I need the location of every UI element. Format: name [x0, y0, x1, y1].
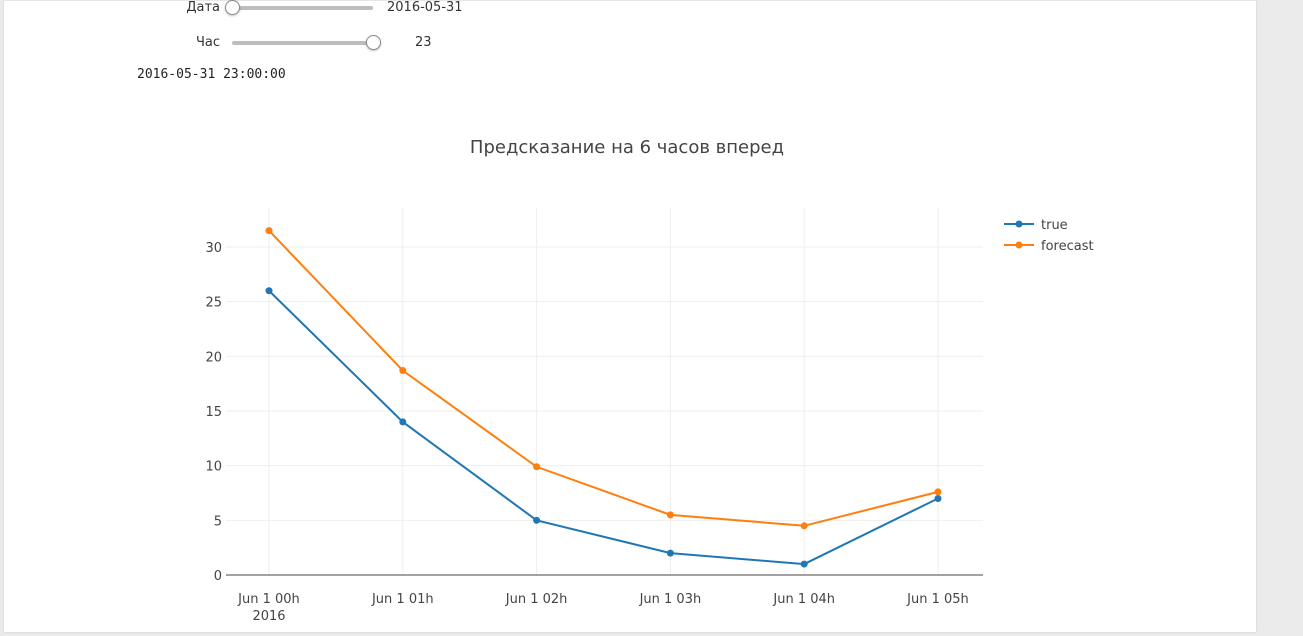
data-point-forecast[interactable] [934, 488, 942, 496]
x-tick-label: Jun 1 02h [505, 592, 568, 607]
scrollbar-gutter[interactable] [1259, 0, 1303, 636]
series-line-true [268, 290, 939, 566]
data-point-forecast[interactable] [265, 227, 273, 235]
y-tick-label: 0 [214, 569, 222, 584]
x-tick-label: Jun 1 01h [371, 592, 434, 607]
legend-swatch-marker [1015, 241, 1023, 249]
legend-swatch-marker [1015, 220, 1023, 228]
hour-slider-thumb[interactable] [365, 35, 381, 50]
date-slider-thumb[interactable] [224, 0, 240, 15]
x-tick-label: Jun 1 04h [772, 592, 835, 607]
legend-label: true [1041, 218, 1068, 233]
series-line-forecast [268, 229, 939, 527]
y-tick-label: 15 [205, 405, 222, 420]
legend-item-true[interactable]: true [1004, 218, 1068, 233]
data-point-forecast[interactable] [666, 511, 674, 519]
page-card [4, 0, 1256, 632]
chart-title: Предсказание на 6 часов вперед [470, 137, 784, 158]
y-tick-label: 20 [205, 350, 222, 365]
y-tick-label: 10 [205, 460, 222, 475]
data-point-forecast[interactable] [800, 522, 808, 530]
legend-item-forecast[interactable]: forecast [1004, 239, 1094, 254]
data-point-true[interactable] [666, 549, 674, 557]
legend-label: forecast [1041, 239, 1094, 254]
y-tick-label: 25 [205, 296, 222, 311]
datetime-readout: 2016-05-31 23:00:00 [137, 67, 286, 82]
y-tick-label: 30 [205, 241, 222, 256]
hour-slider-value: 23 [415, 35, 432, 50]
data-point-forecast[interactable] [533, 463, 541, 471]
x-year-label: 2016 [252, 609, 285, 624]
data-point-true[interactable] [399, 418, 407, 426]
data-point-true[interactable] [533, 516, 541, 524]
date-slider-track[interactable] [232, 6, 373, 10]
data-point-true[interactable] [800, 560, 808, 568]
legend[interactable]: true forecast [1004, 218, 1094, 254]
date-slider-label: Дата [186, 0, 220, 15]
x-tick-label: Jun 1 05h [906, 592, 969, 607]
data-point-forecast[interactable] [399, 367, 407, 375]
date-slider-value: 2016-05-31 [387, 0, 463, 15]
series-group [265, 227, 942, 568]
x-tick-label: Jun 1 03h [639, 592, 702, 607]
data-point-true[interactable] [265, 287, 273, 295]
x-tick-label: Jun 1 00h [237, 592, 300, 607]
data-point-true[interactable] [934, 494, 942, 502]
hour-slider-label: Час [195, 35, 220, 50]
y-tick-label: 5 [214, 514, 222, 529]
grid [226, 208, 983, 575]
hour-slider-track[interactable] [232, 41, 373, 45]
axes: 0 5 10 15 20 25 30 Jun 1 00h Jun 1 01h Jun 1 02h J… [205, 241, 983, 624]
